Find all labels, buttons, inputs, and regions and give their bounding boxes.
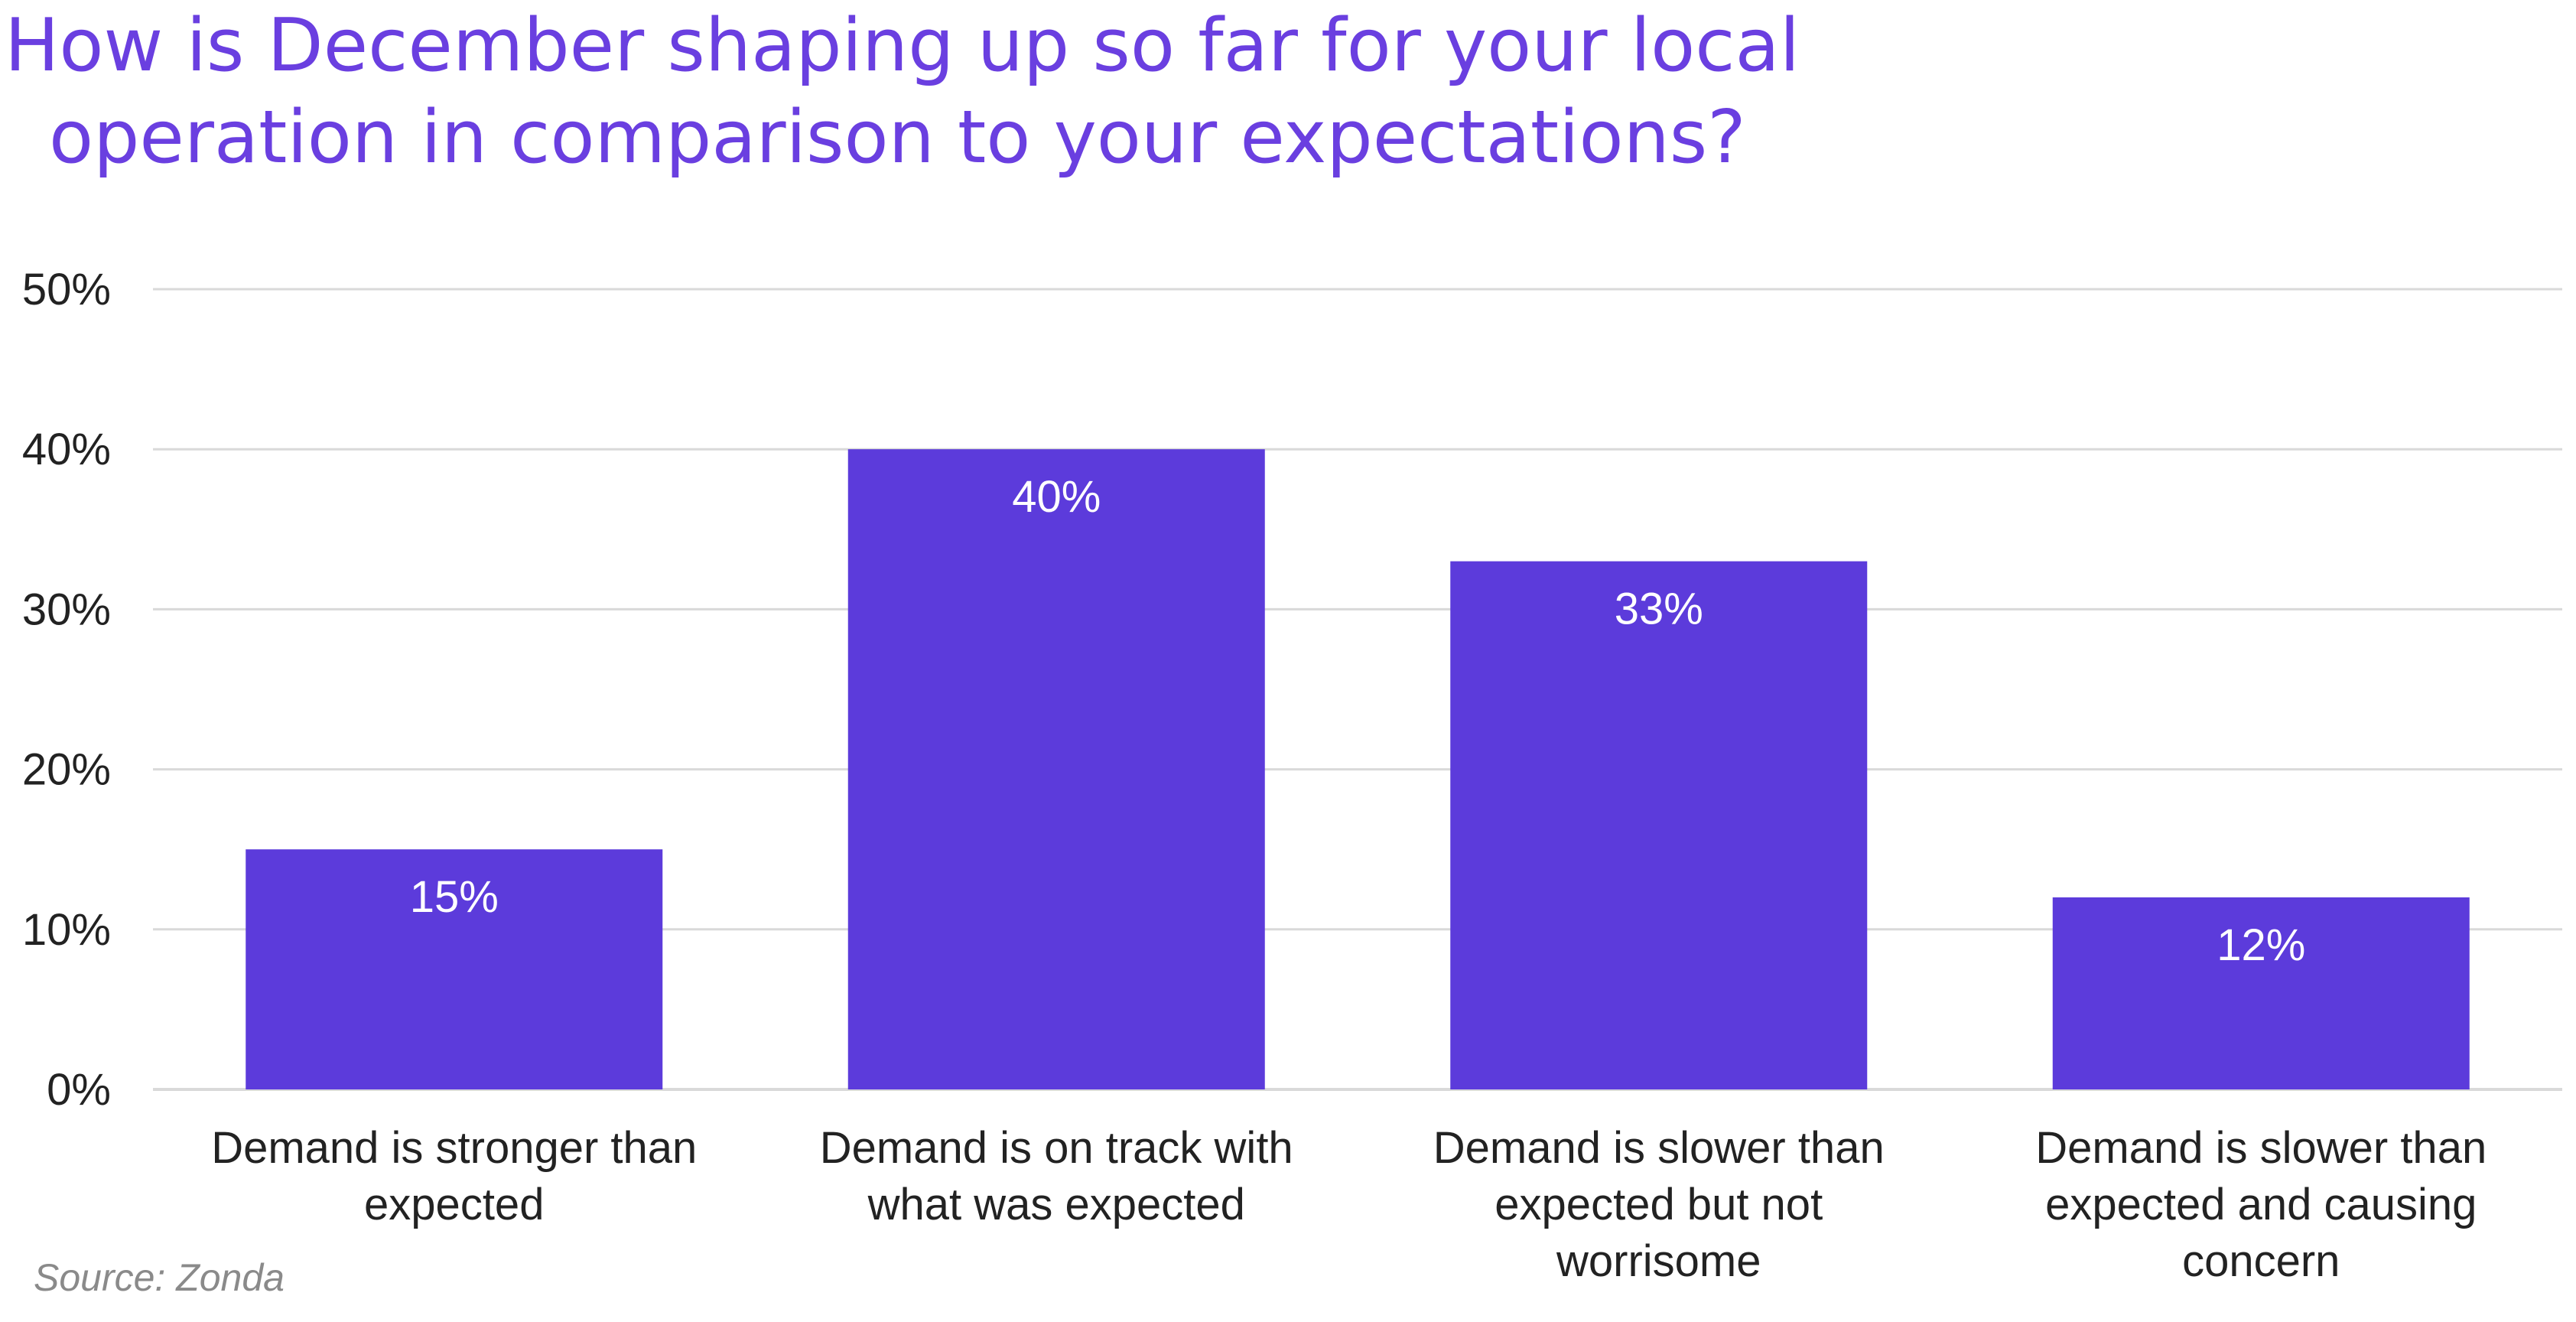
data-labels: 15% 40% 33% 12% xyxy=(410,472,2306,970)
category-label-2: Demand is on track with what was expected xyxy=(820,1123,1293,1229)
chart-title-line-2: operation in comparison to your expectat… xyxy=(49,96,1746,180)
data-label-4: 12% xyxy=(2217,920,2305,970)
category-label-3-line-1: Demand is slower than xyxy=(1433,1123,1885,1173)
category-label-1-line-2: expected xyxy=(364,1180,544,1229)
y-tick-label-10: 10% xyxy=(22,905,111,955)
chart-title-line-1: How is December shaping up so far for yo… xyxy=(5,4,1800,88)
bar-2 xyxy=(847,449,1265,1089)
category-label-3: Demand is slower than expected but not wor… xyxy=(1433,1123,1885,1286)
y-tick-label-20: 20% xyxy=(22,745,111,795)
category-label-4-line-3: concern xyxy=(2182,1236,2340,1286)
y-tick-label-0: 0% xyxy=(47,1065,111,1115)
category-label-2-line-1: Demand is on track with xyxy=(820,1123,1293,1173)
category-label-3-line-3: worrisome xyxy=(1556,1236,1761,1286)
data-label-3: 33% xyxy=(1615,584,1703,634)
y-tick-label-40: 40% xyxy=(22,425,111,474)
data-label-2: 40% xyxy=(1012,472,1101,522)
bar-3 xyxy=(1450,561,1868,1089)
category-label-4-line-2: expected and causing xyxy=(2045,1180,2477,1229)
y-tick-label-30: 30% xyxy=(22,584,111,634)
bars xyxy=(246,449,2470,1089)
bar-1 xyxy=(246,849,663,1089)
category-label-4: Demand is slower than expected and causin… xyxy=(2035,1123,2487,1286)
chart-title: How is December shaping up so far for yo… xyxy=(5,0,2529,184)
category-label-1-line-1: Demand is stronger than xyxy=(211,1123,697,1173)
data-label-1: 15% xyxy=(410,872,499,922)
category-label-2-line-2: what was expected xyxy=(867,1180,1245,1229)
bar-4 xyxy=(2052,897,2470,1089)
source-note: Source: Zonda xyxy=(34,1256,285,1299)
category-label-4-line-1: Demand is slower than xyxy=(2035,1123,2487,1173)
y-axis-tick-labels: 0% 10% 20% 30% 40% 50% xyxy=(22,265,111,1115)
category-label-3-line-2: expected but not xyxy=(1495,1180,1823,1229)
category-label-1: Demand is stronger than expected xyxy=(211,1123,697,1229)
y-tick-label-50: 50% xyxy=(22,265,111,314)
